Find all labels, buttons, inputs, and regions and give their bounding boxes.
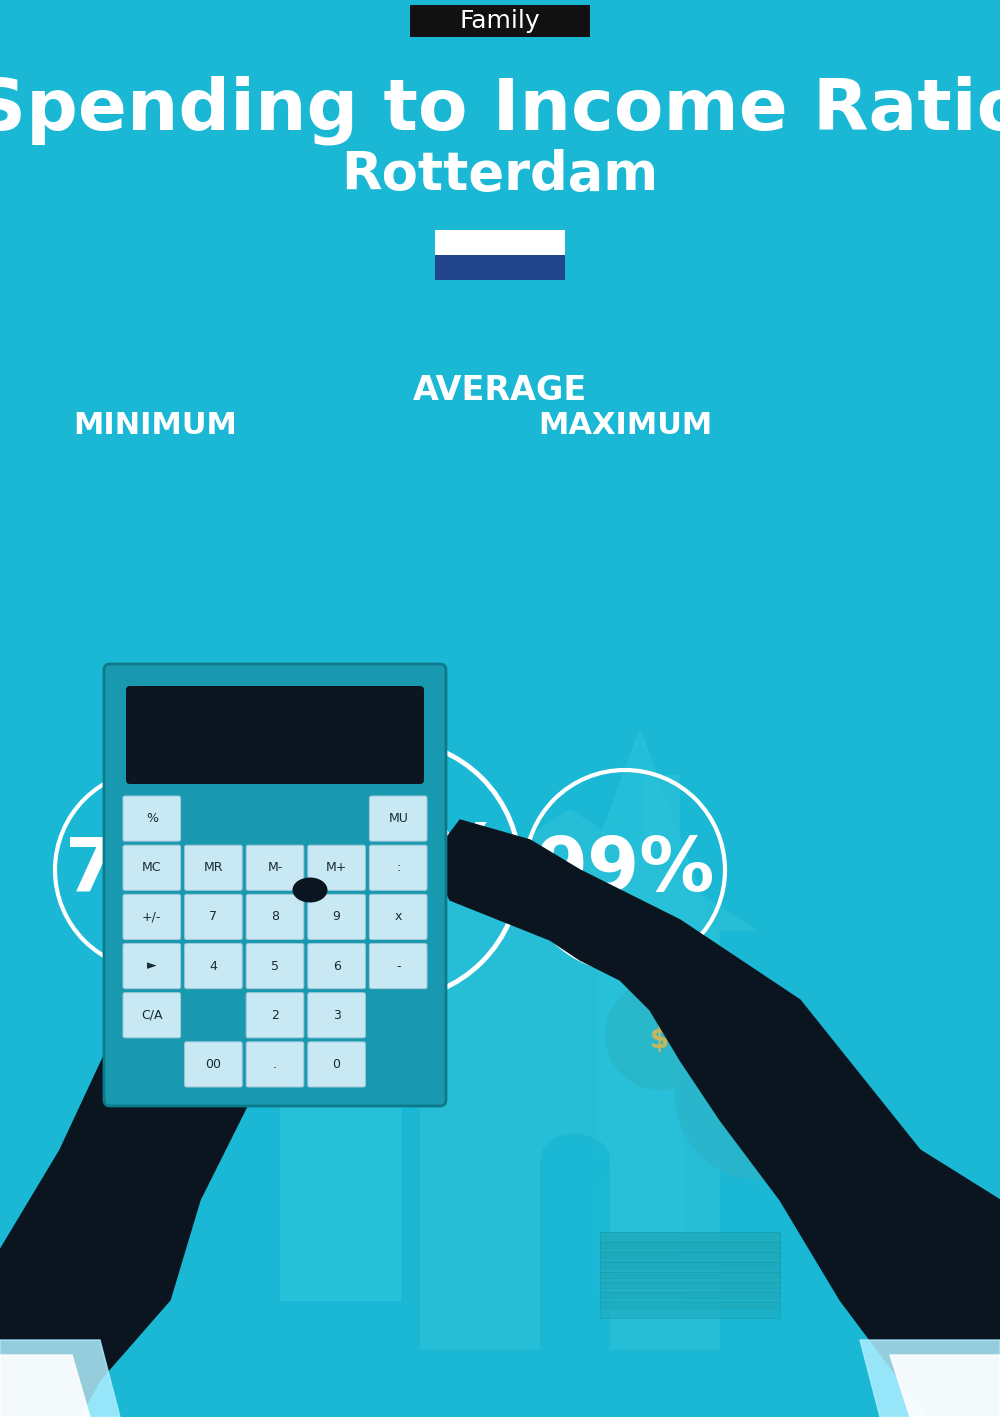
FancyBboxPatch shape bbox=[308, 944, 365, 989]
FancyBboxPatch shape bbox=[369, 845, 427, 890]
FancyBboxPatch shape bbox=[246, 1041, 304, 1087]
Text: ►: ► bbox=[147, 959, 157, 972]
FancyBboxPatch shape bbox=[185, 1041, 242, 1087]
FancyBboxPatch shape bbox=[104, 665, 446, 1107]
Text: MU: MU bbox=[388, 812, 408, 825]
FancyBboxPatch shape bbox=[369, 894, 427, 939]
Text: 6: 6 bbox=[333, 959, 341, 972]
Ellipse shape bbox=[746, 992, 774, 1012]
Text: 0: 0 bbox=[333, 1058, 341, 1071]
Bar bbox=[410, 6, 590, 37]
Text: AVERAGE: AVERAGE bbox=[413, 374, 587, 407]
Text: .: . bbox=[273, 1058, 277, 1071]
FancyBboxPatch shape bbox=[185, 845, 242, 890]
Text: Family: Family bbox=[460, 9, 540, 33]
Bar bbox=[600, 1231, 780, 1248]
Text: MAXIMUM: MAXIMUM bbox=[538, 411, 712, 439]
Text: MC: MC bbox=[142, 862, 162, 874]
FancyBboxPatch shape bbox=[185, 894, 242, 939]
Ellipse shape bbox=[292, 877, 328, 903]
Text: :: : bbox=[396, 862, 400, 874]
FancyBboxPatch shape bbox=[123, 796, 181, 842]
Text: +/-: +/- bbox=[142, 910, 161, 924]
FancyBboxPatch shape bbox=[308, 1041, 365, 1087]
Polygon shape bbox=[430, 820, 1000, 1417]
Text: C/A: C/A bbox=[141, 1009, 163, 1022]
FancyBboxPatch shape bbox=[123, 894, 181, 939]
Bar bbox=[420, 930, 720, 1350]
Polygon shape bbox=[0, 1355, 90, 1417]
Bar bbox=[600, 1272, 780, 1288]
FancyBboxPatch shape bbox=[369, 944, 427, 989]
FancyBboxPatch shape bbox=[123, 845, 181, 890]
FancyBboxPatch shape bbox=[308, 993, 365, 1037]
Text: M-: M- bbox=[267, 862, 283, 874]
FancyBboxPatch shape bbox=[246, 845, 304, 890]
Bar bbox=[600, 1241, 780, 1258]
Text: Spending to Income Ratio: Spending to Income Ratio bbox=[0, 75, 1000, 145]
Polygon shape bbox=[385, 811, 755, 930]
FancyBboxPatch shape bbox=[246, 993, 304, 1037]
Polygon shape bbox=[860, 1340, 1000, 1417]
Text: MR: MR bbox=[204, 862, 223, 874]
Text: 9: 9 bbox=[333, 910, 341, 924]
Circle shape bbox=[605, 981, 715, 1090]
FancyBboxPatch shape bbox=[126, 686, 424, 784]
FancyBboxPatch shape bbox=[123, 944, 181, 989]
Text: x: x bbox=[395, 910, 402, 924]
Bar bbox=[540, 1161, 610, 1350]
Bar bbox=[600, 1253, 780, 1268]
Text: $: $ bbox=[746, 1078, 774, 1121]
Text: 4: 4 bbox=[209, 959, 217, 972]
Text: 78%: 78% bbox=[65, 833, 245, 907]
Text: 00: 00 bbox=[205, 1058, 221, 1071]
Ellipse shape bbox=[650, 968, 670, 982]
Bar bbox=[645, 775, 680, 850]
Ellipse shape bbox=[540, 1134, 610, 1186]
Bar bbox=[600, 1263, 780, 1278]
FancyBboxPatch shape bbox=[246, 944, 304, 989]
Bar bbox=[435, 230, 565, 255]
FancyBboxPatch shape bbox=[308, 845, 365, 890]
Polygon shape bbox=[0, 860, 310, 1417]
FancyBboxPatch shape bbox=[369, 796, 427, 842]
Text: 99%: 99% bbox=[535, 833, 715, 907]
FancyBboxPatch shape bbox=[123, 993, 181, 1037]
Polygon shape bbox=[230, 680, 450, 915]
Text: $: $ bbox=[650, 1026, 670, 1054]
Bar bbox=[435, 255, 565, 281]
Polygon shape bbox=[0, 1340, 120, 1417]
Bar bbox=[600, 1282, 780, 1298]
FancyBboxPatch shape bbox=[246, 894, 304, 939]
Text: 7: 7 bbox=[209, 910, 217, 924]
Text: M+: M+ bbox=[326, 862, 347, 874]
FancyBboxPatch shape bbox=[185, 944, 242, 989]
Polygon shape bbox=[560, 730, 720, 947]
Text: 8: 8 bbox=[271, 910, 279, 924]
Text: 5: 5 bbox=[271, 959, 279, 972]
Bar bbox=[600, 1302, 780, 1318]
Text: -: - bbox=[396, 959, 400, 972]
Bar bbox=[600, 1292, 780, 1308]
Text: %: % bbox=[146, 812, 158, 825]
Text: 88%: 88% bbox=[270, 822, 510, 918]
Text: MINIMUM: MINIMUM bbox=[73, 411, 237, 439]
Circle shape bbox=[675, 1010, 845, 1180]
Bar bbox=[435, 255, 565, 281]
Text: Rotterdam: Rotterdam bbox=[341, 149, 659, 201]
Polygon shape bbox=[890, 1355, 1000, 1417]
Text: 3: 3 bbox=[333, 1009, 341, 1022]
Polygon shape bbox=[280, 915, 400, 1299]
Polygon shape bbox=[598, 947, 682, 1299]
Text: 2: 2 bbox=[271, 1009, 279, 1022]
FancyBboxPatch shape bbox=[308, 894, 365, 939]
